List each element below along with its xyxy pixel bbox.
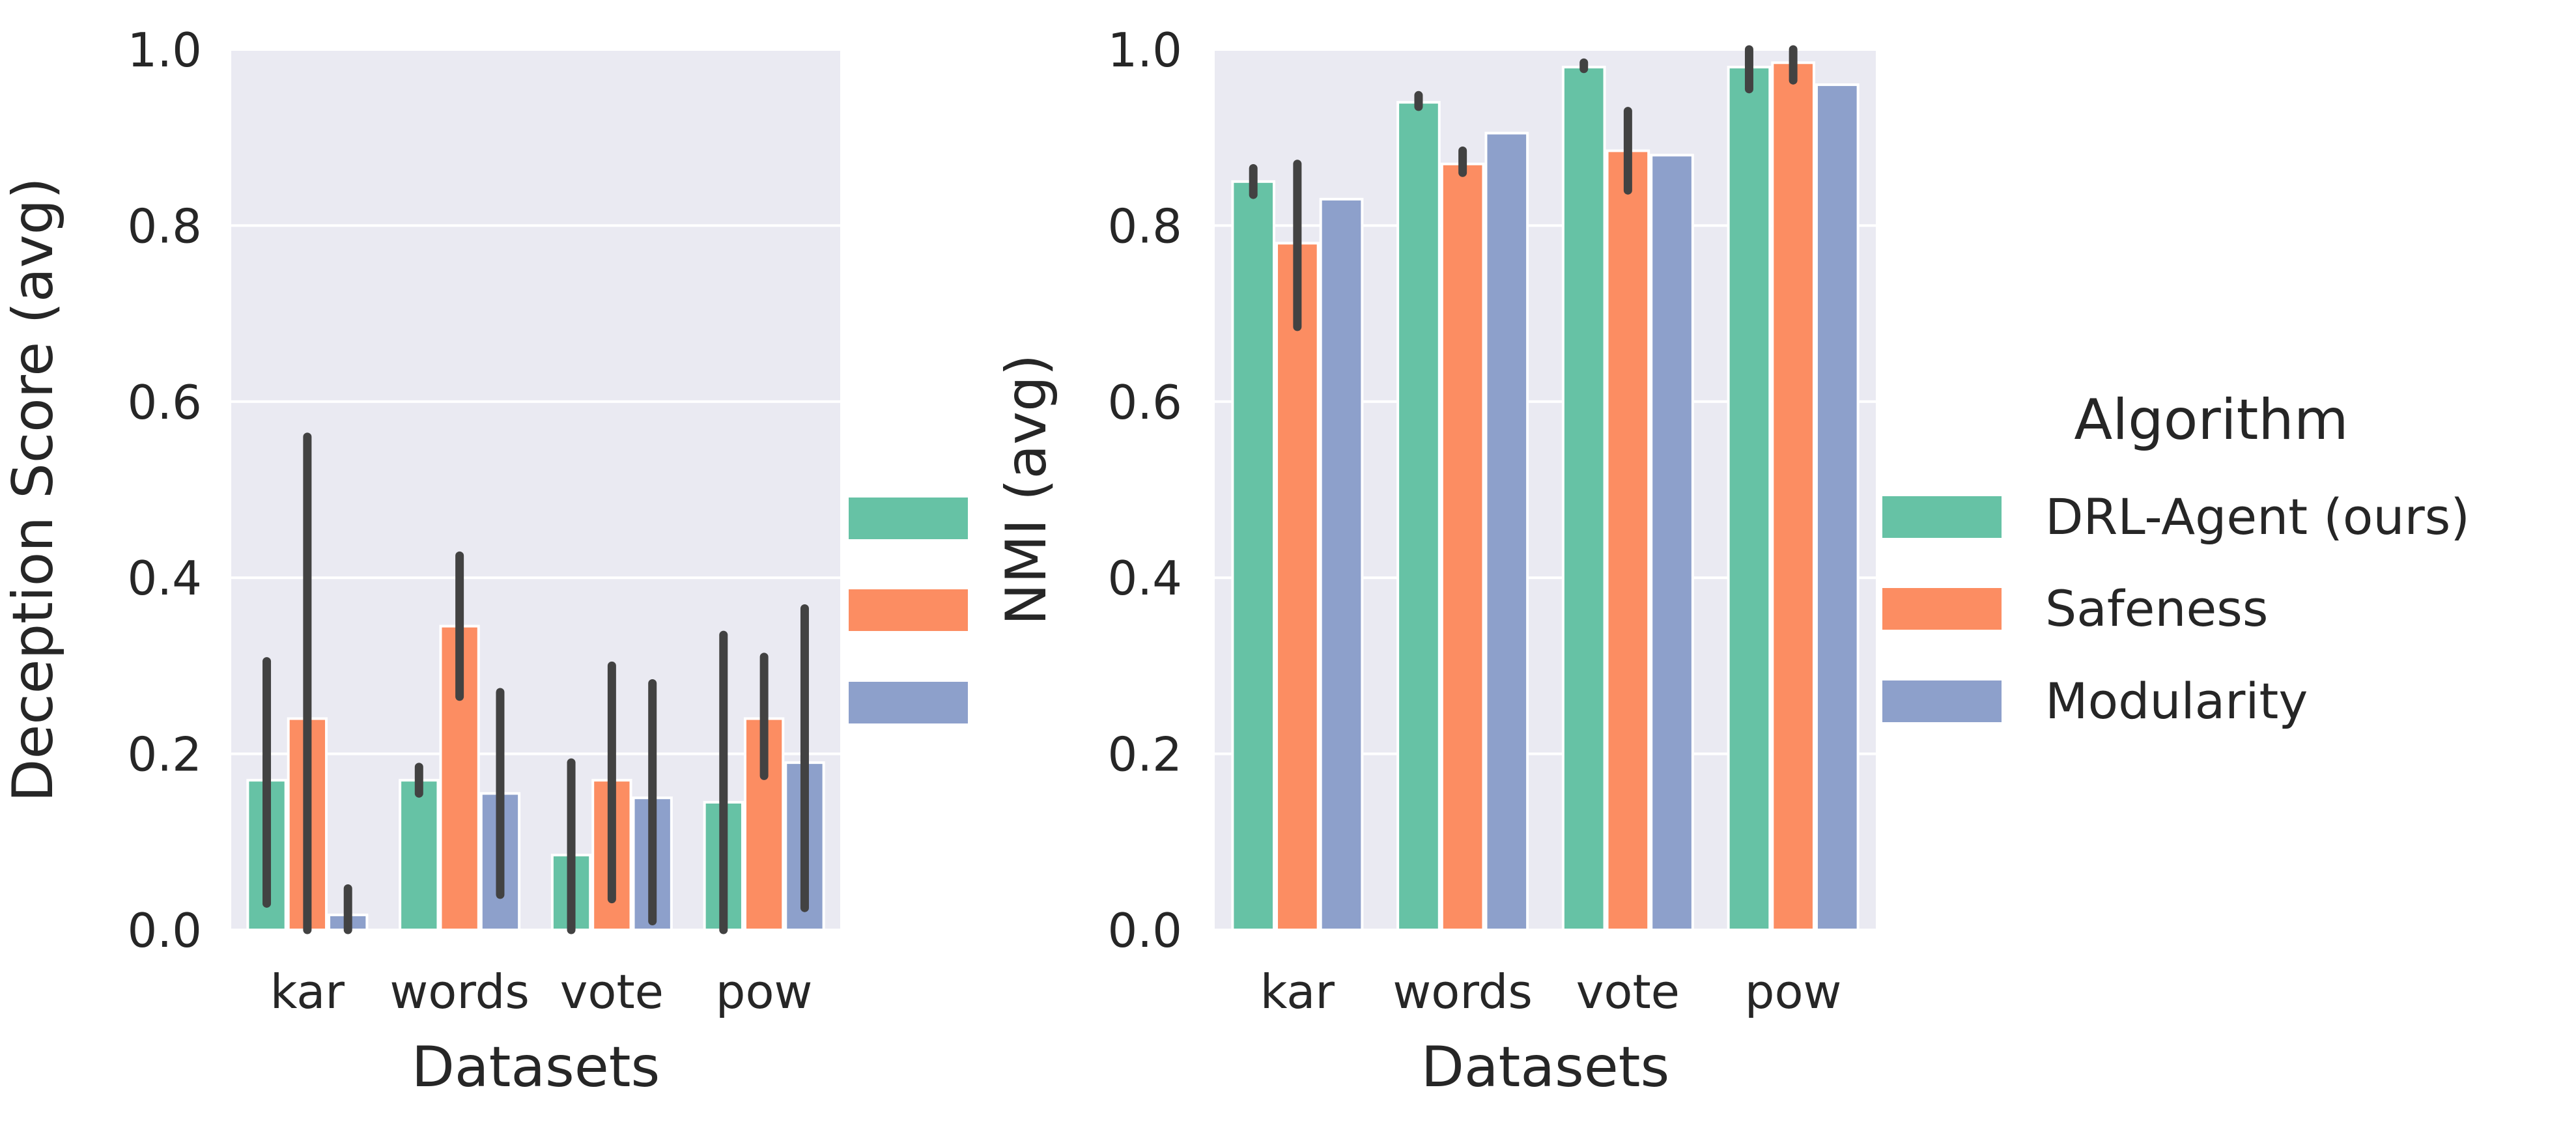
x-tick-label: pow [716, 964, 813, 1019]
orphan-legend-swatch-modularity [849, 682, 968, 723]
y-tick-label: 0.6 [127, 375, 202, 430]
bar [1815, 83, 1860, 932]
x-tick-label: kar [270, 964, 345, 1019]
bar [1319, 197, 1364, 932]
bar [743, 717, 785, 932]
bar [1440, 162, 1485, 931]
y-tick-label: 1.0 [1107, 23, 1182, 77]
x-axis-label: Datasets [412, 1035, 660, 1100]
y-axis-label: Deception Score (avg) [1, 177, 66, 802]
y-tick-label: 0.6 [1107, 375, 1182, 430]
y-tick-label: 0.8 [1107, 199, 1182, 253]
chart-panel-1: 0.0 0.2 0.4 0.6 0.8 1.0 kar words vote pow Dataset… [1, 23, 840, 1100]
bar [1771, 61, 1815, 931]
y-tick-label: 0.4 [127, 551, 202, 606]
legend-label-safeness: Safeness [2045, 580, 2268, 638]
x-tick-label: vote [560, 964, 664, 1019]
legend-swatch-modularity [1882, 680, 2002, 722]
bar [439, 624, 480, 931]
bar [1606, 149, 1650, 932]
bar [1650, 154, 1694, 932]
bar [1561, 66, 1606, 931]
x-axis-label: Datasets [1421, 1035, 1670, 1100]
bar [1231, 180, 1276, 931]
legend: Algorithm DRL-Agent (ours) Safeness Modu… [1882, 387, 2470, 730]
bar [399, 779, 440, 932]
y-tick-label: 1.0 [127, 23, 202, 77]
y-tick-label: 0.0 [127, 903, 202, 958]
orphan-legend-swatch-safeness [849, 589, 968, 631]
plot-area [231, 49, 840, 930]
y-tick-label: 0.0 [1107, 903, 1182, 958]
legend-swatch-safeness [1882, 588, 2002, 630]
y-tick-label: 0.4 [1107, 551, 1182, 606]
bar [1484, 132, 1529, 932]
legend-swatch-drl-agent [1882, 496, 2002, 538]
bar [1275, 242, 1320, 932]
legend-label-modularity: Modularity [2045, 672, 2308, 730]
x-tick-label: words [389, 964, 530, 1019]
y-axis-label: NMI (avg) [994, 354, 1059, 626]
legend-label-drl-agent: DRL-Agent (ours) [2045, 488, 2470, 546]
x-tick-label: vote [1576, 964, 1680, 1019]
bar [1727, 66, 1772, 931]
x-tick-label: kar [1260, 964, 1335, 1019]
orphan-legend-swatch-drl-agent [849, 498, 968, 539]
bar [1396, 101, 1441, 931]
legend-title: Algorithm [2074, 387, 2348, 453]
x-tick-label: pow [1745, 964, 1842, 1019]
y-tick-label: 0.2 [1107, 727, 1182, 782]
orphan-legend [849, 498, 968, 723]
chart-panel-2: 0.0 0.2 0.4 0.6 0.8 1.0 kar words vote pow Dataset… [994, 23, 1876, 1100]
y-tick-label: 0.2 [127, 727, 202, 782]
x-tick-label: words [1393, 964, 1533, 1019]
y-tick-label: 0.8 [127, 199, 202, 253]
